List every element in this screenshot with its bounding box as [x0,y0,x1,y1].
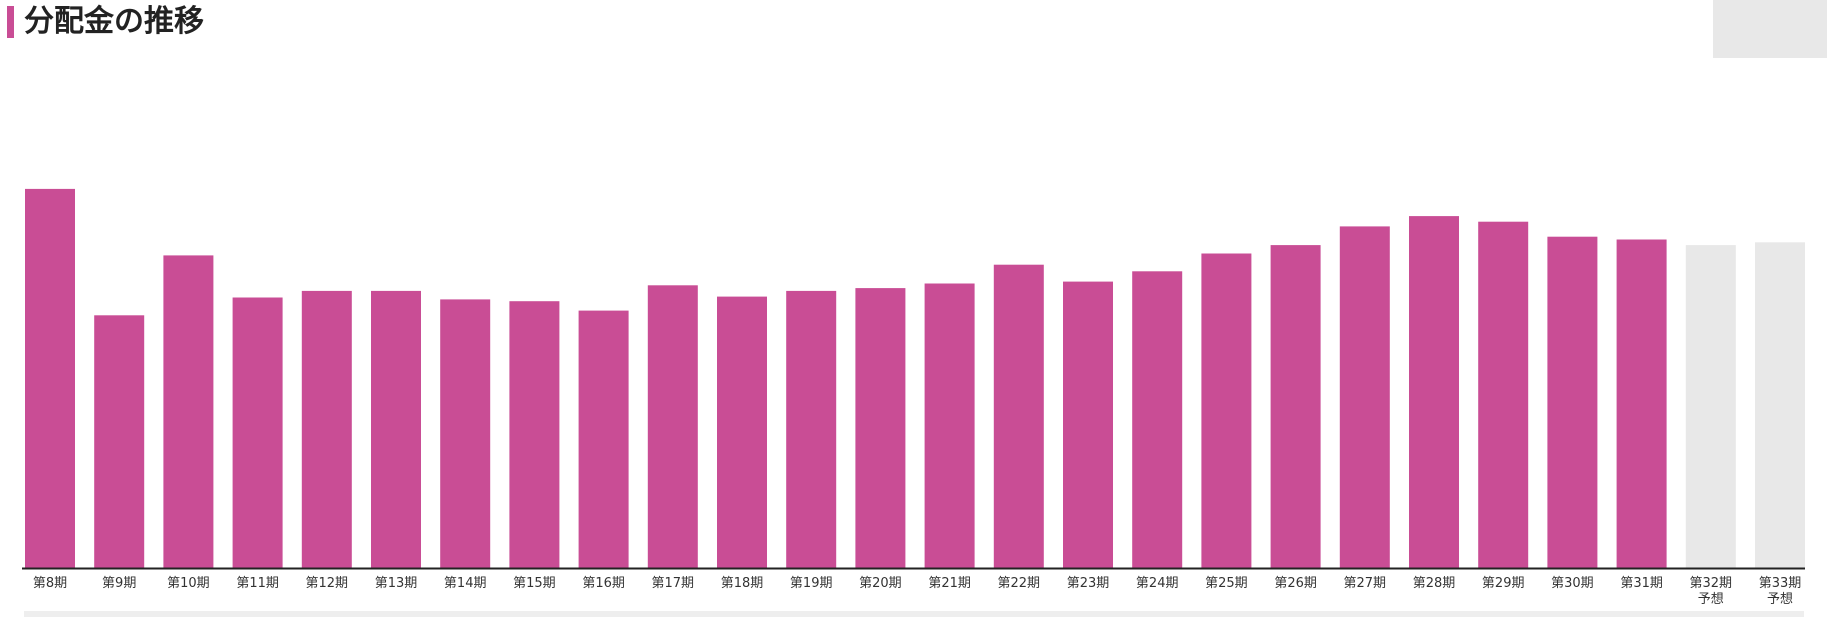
bar-0 [25,188,75,568]
x-tick-label-18: 第26期 [1274,576,1317,591]
bar-19 [1339,226,1390,568]
x-tick-label-24: 第32期 [1690,576,1733,591]
x-tick-label-23: 第31期 [1620,576,1663,591]
x-tick-label-15: 第23期 [1067,576,1110,591]
bar-13 [924,283,975,568]
bar-10 [717,296,767,568]
bar-22 [1547,236,1598,568]
x-tick-label-0: 第8期 [33,576,67,591]
x-tick-label-1: 第9期 [102,576,136,591]
x-tick-label-5: 第13期 [375,576,418,591]
page-title: 分配金の推移 [24,4,204,39]
bar-17 [1201,253,1252,568]
bar-11 [786,290,837,568]
bar-8 [578,310,629,568]
title-accent-bar [7,6,14,38]
bar-4 [301,290,352,568]
bar-16 [1132,271,1183,568]
bar-5 [371,290,421,568]
x-tick-label-7: 第15期 [513,576,556,591]
bar-18 [1270,245,1321,568]
x-tick-label-12: 第20期 [859,576,902,591]
x-tick-label-20: 第28期 [1413,576,1456,591]
x-tick-label-13: 第21期 [928,576,971,591]
x-tick-label-19: 第27期 [1344,576,1387,591]
x-tick-label-9: 第17期 [652,576,695,591]
bar-24 [1685,245,1736,568]
bar-3 [232,297,283,568]
x-tick-label-25: 第33期 [1759,576,1802,591]
x-tick-label-3: 第11期 [236,576,279,591]
bar-14 [993,264,1044,568]
bar-12 [855,288,906,568]
x-tick-label-22: 第30期 [1551,576,1594,591]
x-tick-label-21: 第29期 [1482,576,1525,591]
bar-9 [647,285,698,568]
x-tick-label-2: 第10期 [167,576,210,591]
x-tick-label-16: 第24期 [1136,576,1179,591]
bar-23 [1616,239,1667,568]
x-tick-label-8: 第16期 [582,576,625,591]
bar-20 [1409,216,1459,568]
x-tick-label-4: 第12期 [306,576,349,591]
bar-25 [1755,242,1805,569]
x-tick-label-11: 第19期 [790,576,833,591]
x-tick-label-24-sub: 予想 [1698,591,1724,607]
bar-21 [1478,221,1529,568]
x-tick-label-14: 第22期 [998,576,1041,591]
x-tick-label-6: 第14期 [444,576,487,591]
bar-6 [440,299,491,568]
top-right-panel [1713,0,1827,58]
bar-2 [163,255,214,568]
bar-15 [1063,281,1113,568]
x-tick-label-10: 第18期 [721,576,764,591]
bottom-scroll-strip [24,611,1804,617]
bar-1 [94,315,145,568]
x-tick-label-17: 第25期 [1205,576,1248,591]
x-tick-label-25-sub: 予想 [1767,591,1793,607]
bar-7 [509,301,560,568]
